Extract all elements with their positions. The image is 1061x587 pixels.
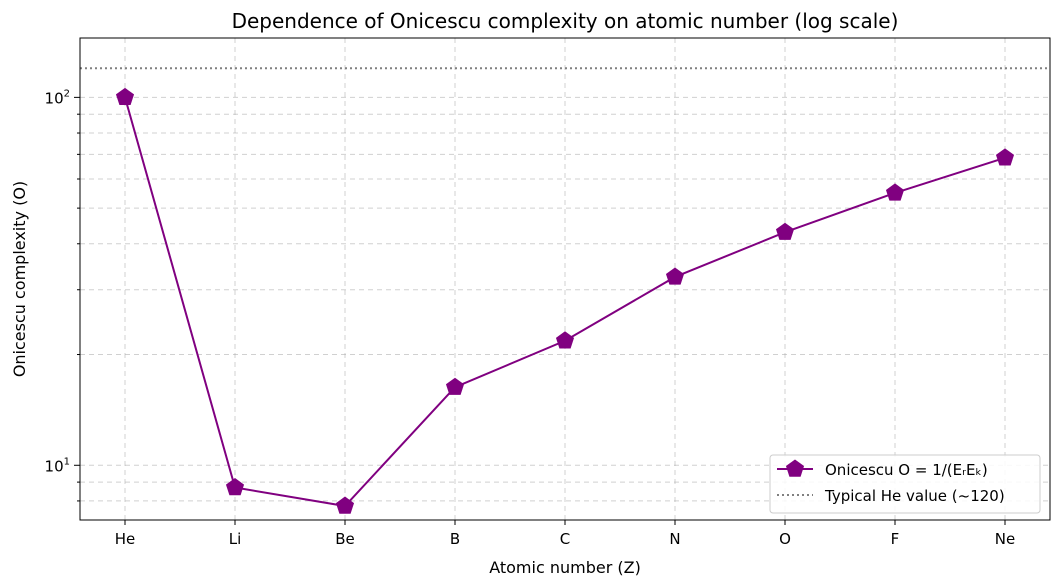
data-point-marker [995,148,1015,166]
x-axis: He Li Be B C N O F Ne [115,520,1015,548]
legend-series-marker [785,459,805,477]
y-tick-label: 102 [45,88,70,107]
data-point-marker [225,478,245,496]
x-tick-label: B [450,530,460,548]
y-axis-label: Onicescu complexity (O) [10,181,29,377]
data-point-marker [555,331,575,349]
x-tick-label: N [669,530,680,548]
y-tick-label: 101 [45,456,70,475]
x-tick-label: Ne [995,530,1015,548]
legend: Onicescu O = 1/(EᵣEₖ) Typical He value (… [769,454,1041,514]
grid [80,38,1050,520]
x-tick-label: C [560,530,570,548]
data-point-marker [445,377,465,395]
data-point-marker [885,183,905,201]
data-point-marker [775,222,795,240]
y-axis: 101 102 [45,88,80,502]
x-axis-label: Atomic number (Z) [489,558,641,577]
x-tick-label: He [115,530,136,548]
x-tick-label: F [891,530,900,548]
x-tick-label: O [779,530,791,548]
legend-box [769,454,1041,514]
x-tick-label: Be [335,530,355,548]
chart-title: Dependence of Onicescu complexity on ato… [232,9,899,33]
data-point-marker [115,87,135,106]
data-point-marker [665,267,685,285]
series-group [115,87,1015,514]
legend-reference-label: Typical He value (~120) [824,487,1005,505]
legend-series-label: Onicescu O = 1/(EᵣEₖ) [825,461,988,479]
x-tick-label: Li [229,530,242,548]
data-point-marker [335,496,355,514]
